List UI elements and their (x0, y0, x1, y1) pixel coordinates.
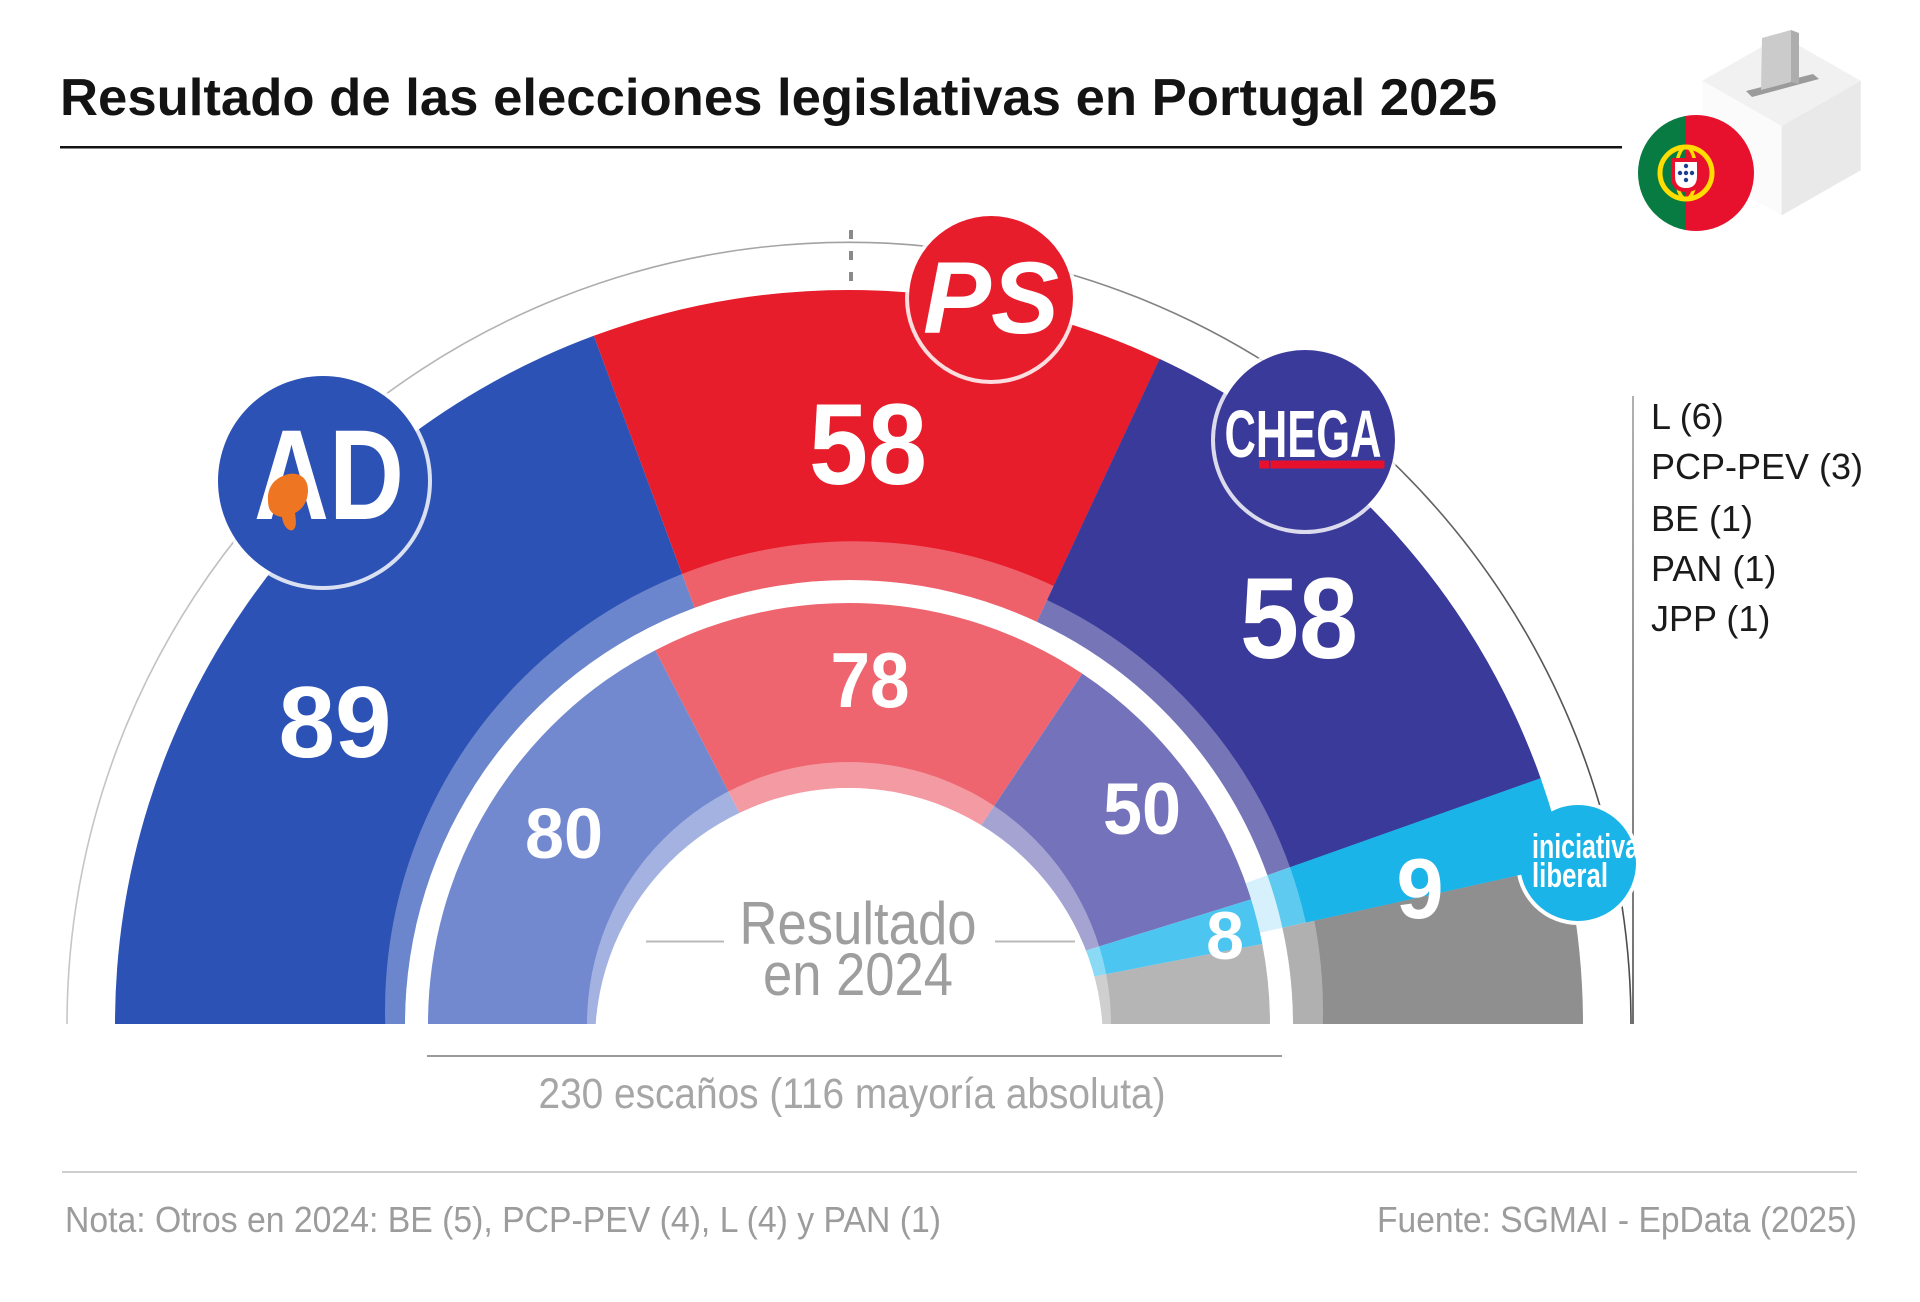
svg-text:9: 9 (1396, 842, 1443, 937)
svg-text:8: 8 (1206, 898, 1244, 974)
svg-text:AD: AD (254, 404, 404, 547)
svg-text:58: 58 (809, 381, 927, 509)
svg-text:iniciativa: iniciativa (1532, 828, 1640, 866)
svg-text:Fuente: SGMAI - EpData (2025): Fuente: SGMAI - EpData (2025) (1377, 1199, 1857, 1240)
svg-text:80: 80 (525, 795, 603, 874)
svg-text:liberal: liberal (1532, 857, 1608, 895)
svg-text:L (6): L (6) (1651, 396, 1724, 437)
svg-text:PS: PS (923, 241, 1059, 355)
svg-text:89: 89 (279, 667, 392, 779)
svg-text:JPP (1): JPP (1) (1651, 598, 1770, 639)
svg-text:Nota: Otros en 2024: BE (5), P: Nota: Otros en 2024: BE (5), PCP-PEV (4)… (65, 1199, 941, 1240)
svg-text:CHEGA: CHEGA (1225, 397, 1382, 472)
svg-text:Resultado: Resultado (740, 890, 977, 957)
svg-text:Resultado de las elecciones le: Resultado de las elecciones legislativas… (60, 69, 1497, 127)
svg-text:BE (1): BE (1) (1651, 498, 1753, 539)
svg-text:en 2024: en 2024 (763, 941, 953, 1008)
svg-text:58: 58 (1240, 555, 1358, 683)
svg-text:PCP-PEV (3): PCP-PEV (3) (1651, 446, 1863, 487)
svg-text:230 escaños (116 mayoría absol: 230 escaños (116 mayoría absoluta) (539, 1070, 1166, 1118)
svg-text:50: 50 (1103, 769, 1181, 850)
svg-text:PAN (1): PAN (1) (1651, 548, 1776, 589)
svg-text:78: 78 (831, 636, 910, 724)
